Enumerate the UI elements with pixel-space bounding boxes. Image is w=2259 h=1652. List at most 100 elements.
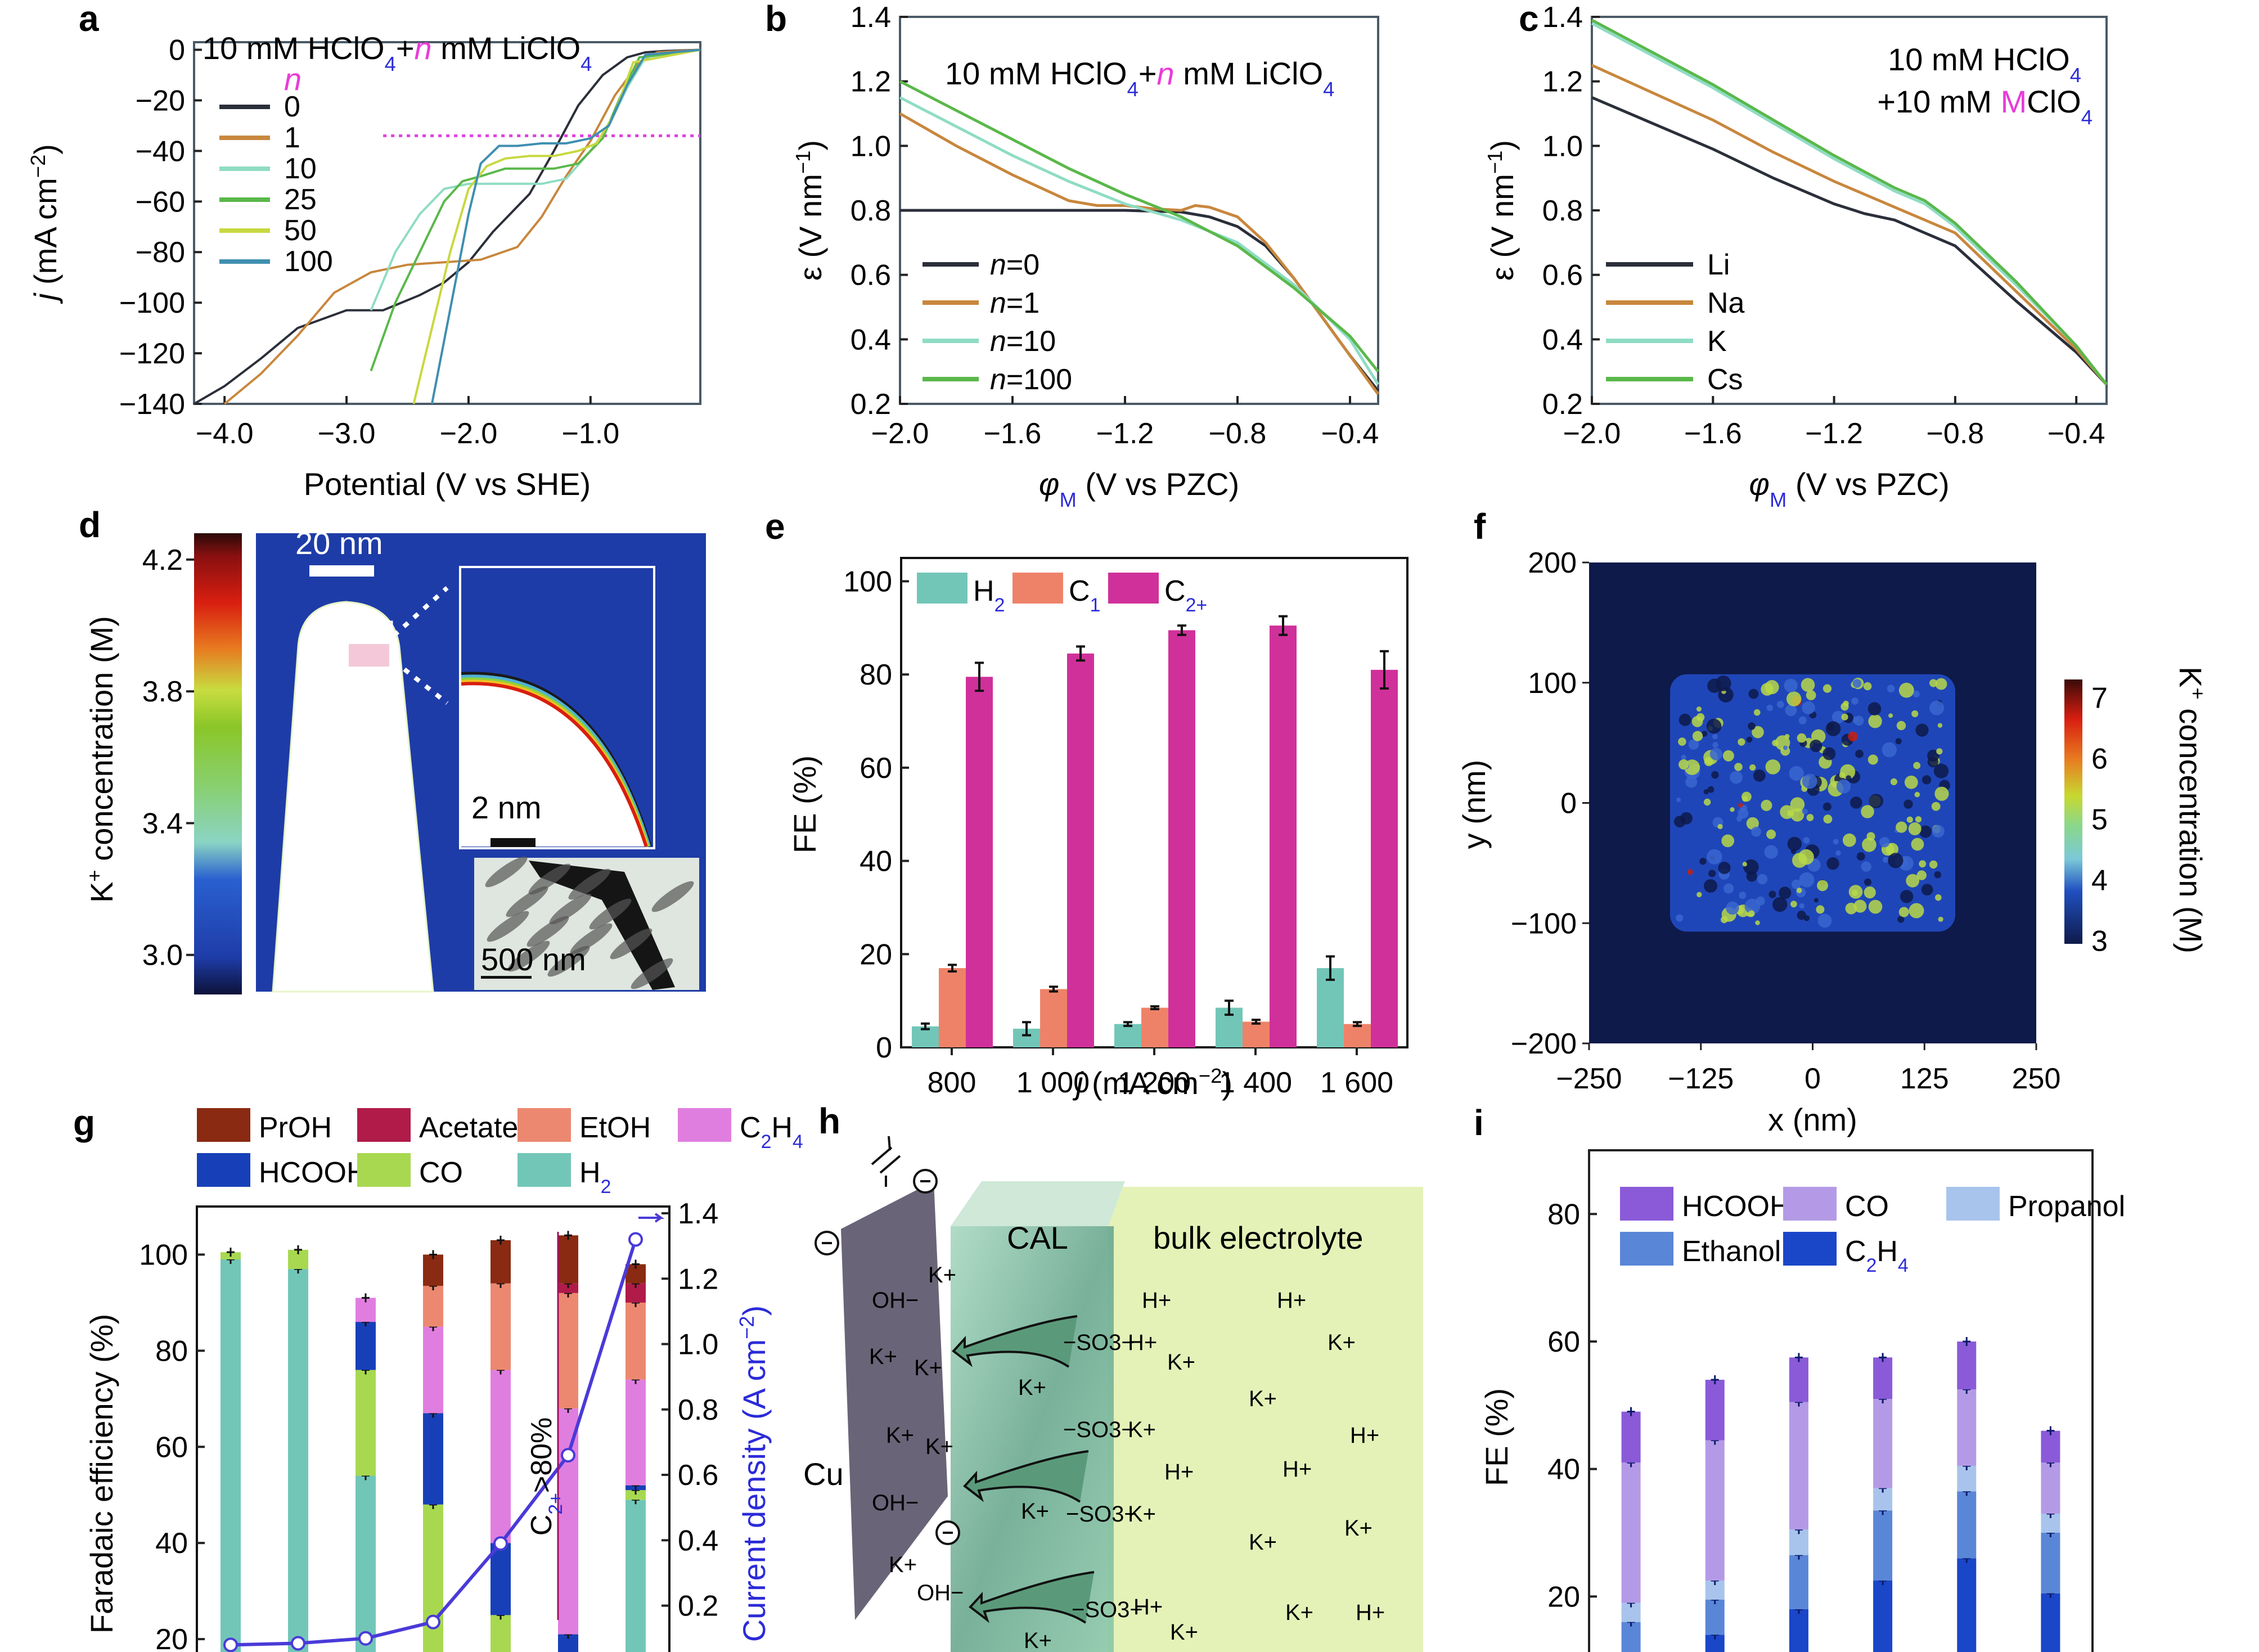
panel-label: c (1519, 0, 1539, 39)
error-bar (1963, 1337, 1971, 1346)
ion-label-oh: OH− (872, 1491, 919, 1515)
heatmap-cell (1726, 901, 1739, 915)
ion-flow-arrow-icon (969, 1571, 1095, 1624)
heatmap-cell (1746, 817, 1759, 830)
colorbar-label-part: K (84, 882, 119, 903)
y-tick-label: −140 (119, 388, 185, 421)
y-tick-label: 60 (155, 1431, 188, 1464)
legend-label: n=1 (990, 287, 1040, 319)
ion-label-h: H+ (1356, 1600, 1385, 1625)
heatmap-cell (1692, 731, 1703, 741)
panel-label: b (765, 0, 787, 39)
colorbar-label: K+ concentration (M) (83, 616, 120, 903)
heatmap-cell (1882, 742, 1897, 758)
heatmap-cell (1674, 816, 1686, 827)
bar-segment-hcooh (1789, 1357, 1808, 1402)
series-line-K (1591, 22, 2108, 386)
heatmap-cell (1914, 791, 1920, 798)
x-axis-label-part: (V vs PZC) (1786, 466, 1949, 502)
x-axis-label-part: φ (1039, 466, 1060, 502)
heatmap-cell (1840, 703, 1849, 711)
y-tick-label: 200 (1528, 547, 1577, 579)
heatmap-cell (1911, 838, 1924, 851)
bar-segment-proh (423, 1254, 443, 1286)
legend-label: K (1707, 325, 1727, 358)
series-line-n0 (193, 48, 701, 405)
ion-label-k: K+ (928, 1263, 956, 1288)
x-tick-label: −2.0 (1563, 417, 1621, 450)
y-tick-label: 1.4 (1542, 1, 1583, 34)
tem-nanorod (547, 946, 590, 977)
heatmap-cell (1915, 816, 1922, 823)
y-right-tick-label: 0.2 (678, 1590, 718, 1623)
bar-segment-co (1621, 1462, 1641, 1603)
series-line-n100 (430, 48, 701, 404)
heatmap-cell (1751, 826, 1762, 837)
bar-segment-c2h4 (558, 1408, 578, 1635)
heatmap-cell (1678, 737, 1686, 746)
heatmap-cell (1933, 763, 1949, 778)
tem-nanorod (549, 893, 592, 925)
legend-label: C2H4 (740, 1111, 803, 1153)
heatmap-cell (1908, 822, 1922, 835)
c2plus-annotation-part: >80% (525, 1417, 558, 1493)
bar-c1 (939, 968, 966, 1047)
error-bar (429, 1250, 437, 1259)
y-axis-label-part: ) (28, 144, 63, 155)
legend-label: EtOH (579, 1111, 651, 1144)
heatmap-cell (1779, 886, 1792, 899)
c2plus-annotation: C2+>80% (525, 1417, 566, 1536)
error-bar (362, 1293, 370, 1303)
colorbar-label-part: concentration (M) (84, 616, 119, 870)
tem-nanorod (589, 898, 632, 930)
x-tick-label: −1.2 (1096, 417, 1154, 450)
heatmap-cell (1863, 682, 1872, 691)
heatmap-cell (1864, 886, 1876, 899)
ion-label-h: H+ (1277, 1288, 1306, 1313)
y-tick-label: 80 (1547, 1198, 1580, 1231)
annotation-part: 10 mM HClO (202, 30, 385, 66)
heatmap-cell (1712, 733, 1718, 740)
legend-label-part: H (771, 1111, 793, 1144)
y-tick-label: 0 (876, 1032, 892, 1064)
ion-label-so3: −SO3− (1072, 1597, 1143, 1622)
bar-segment-c2h4 (1789, 1609, 1808, 1652)
x-tick-label: −250 (1556, 1063, 1622, 1095)
heatmap-cell (1746, 871, 1757, 882)
legend-label: 25 (284, 183, 317, 216)
ion-label-k: K+ (925, 1434, 953, 1459)
panel-g-stacked-fe-chart: 020406080100−0.84−1.07−1.33−1.59g0.00.20… (73, 1102, 803, 1652)
heatmap-cell (1823, 814, 1833, 824)
heatmap-cell (1752, 726, 1764, 739)
heatmap-cell (1915, 723, 1929, 737)
cal-label: CAL (1007, 1220, 1068, 1255)
colorbar-label: K+ concentration (M) (2173, 667, 2210, 953)
heatmap-cell (1879, 837, 1890, 848)
heatmap-cell (1764, 845, 1778, 859)
bar-segment-hcooh (1621, 1411, 1641, 1463)
ion-label-so3: −SO3− (1066, 1502, 1137, 1527)
y-tick-label: 60 (1547, 1326, 1580, 1358)
heatmap-cell (1802, 808, 1808, 814)
ion-label-k: K+ (1328, 1330, 1356, 1355)
legend-label: n=10 (990, 325, 1056, 358)
heatmap-cell (1825, 721, 1841, 736)
ion-label-k: K+ (1128, 1502, 1156, 1527)
legend-label-part: =1 (1006, 287, 1040, 319)
bar-segment-co (1789, 1402, 1808, 1530)
annotation: 10 mM HClO4+n mM LiClO4 (945, 56, 1334, 101)
inset-concentration-band (461, 682, 648, 847)
y-tick-label: 80 (860, 659, 892, 691)
heatmap-cell (1703, 798, 1711, 806)
y-tick-label: 40 (1547, 1453, 1580, 1486)
legend-label: Na (1707, 287, 1745, 319)
heatmap-cell (1806, 814, 1814, 821)
cu-electrode (841, 1181, 948, 1620)
tem-nanorod (487, 911, 529, 942)
heatmap-cell (1911, 710, 1919, 718)
legend-label-part: 2 (1866, 1255, 1877, 1276)
heatmap-cell (1787, 836, 1802, 852)
legend-label: Propanol (2008, 1190, 2125, 1223)
heatmap-cell (1687, 869, 1693, 875)
error-bar (632, 1259, 640, 1269)
